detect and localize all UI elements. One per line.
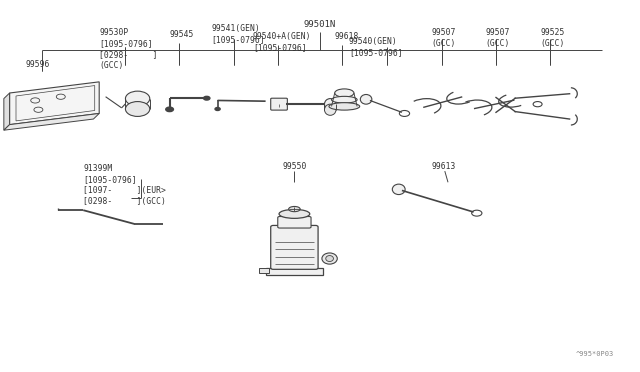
- Ellipse shape: [392, 184, 405, 195]
- Circle shape: [166, 107, 173, 112]
- Ellipse shape: [335, 89, 354, 97]
- Ellipse shape: [289, 206, 300, 212]
- Text: 99550: 99550: [282, 162, 307, 171]
- Text: 99540+A(GEN)
[1095-0796]: 99540+A(GEN) [1095-0796]: [253, 32, 311, 52]
- Text: 99618: 99618: [335, 32, 359, 41]
- Text: 99525
(GCC): 99525 (GCC): [541, 28, 565, 48]
- Ellipse shape: [125, 102, 150, 116]
- Polygon shape: [4, 113, 99, 130]
- Ellipse shape: [322, 253, 337, 264]
- Text: 99507
(GCC): 99507 (GCC): [431, 28, 456, 48]
- Text: 99596: 99596: [26, 60, 50, 68]
- Text: 99530P
[1095-0796]
[0298-     ]
(GCC): 99530P [1095-0796] [0298- ] (GCC): [99, 28, 157, 70]
- Text: 99540(GEN)
[1095-0796]: 99540(GEN) [1095-0796]: [349, 37, 403, 57]
- Polygon shape: [259, 268, 269, 273]
- Ellipse shape: [324, 99, 336, 110]
- Ellipse shape: [279, 209, 310, 218]
- Ellipse shape: [326, 256, 333, 262]
- Ellipse shape: [324, 104, 336, 115]
- Text: 99545: 99545: [170, 30, 194, 39]
- Ellipse shape: [329, 103, 360, 110]
- FancyBboxPatch shape: [271, 225, 318, 269]
- Polygon shape: [4, 93, 10, 130]
- Polygon shape: [10, 82, 99, 125]
- Ellipse shape: [332, 96, 357, 103]
- Text: 99541(GEN)
[1095-0796]: 99541(GEN) [1095-0796]: [211, 24, 265, 44]
- Text: 91399M
[1095-0796]
[1097-     ](EUR>
[0298-     ](GCC): 91399M [1095-0796] [1097- ](EUR> [0298- …: [83, 164, 166, 206]
- Polygon shape: [266, 268, 323, 275]
- Text: ^995*0P03: ^995*0P03: [576, 351, 614, 357]
- Ellipse shape: [360, 94, 372, 104]
- Text: 99501N: 99501N: [304, 20, 336, 29]
- Ellipse shape: [125, 91, 150, 106]
- Circle shape: [215, 108, 220, 110]
- Circle shape: [204, 96, 210, 100]
- FancyBboxPatch shape: [278, 217, 311, 228]
- FancyBboxPatch shape: [271, 98, 287, 110]
- Text: 99613: 99613: [432, 162, 456, 171]
- Text: 99507
(GCC): 99507 (GCC): [485, 28, 509, 48]
